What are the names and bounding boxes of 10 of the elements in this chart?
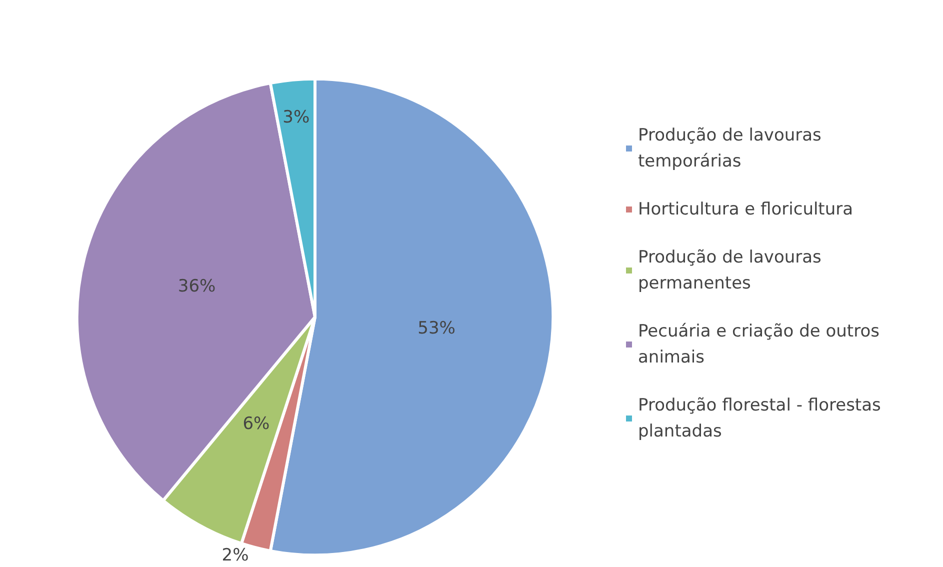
data-label: 6% xyxy=(242,414,270,434)
data-label: 3% xyxy=(282,107,310,128)
data-label: 53% xyxy=(418,318,456,338)
legend-label: Pecuária e criação de outros animais xyxy=(638,322,885,368)
data-label: 36% xyxy=(178,276,216,297)
legend-label: Produção florestal - florestas plantadas xyxy=(638,396,886,442)
legend-label: Produção de lavouras temporárias xyxy=(638,126,827,172)
legend-label: Horticultura e floricultura xyxy=(638,200,854,220)
data-label: 2% xyxy=(222,545,249,566)
legend-label: Produção de lavouras permanentes xyxy=(638,248,827,294)
